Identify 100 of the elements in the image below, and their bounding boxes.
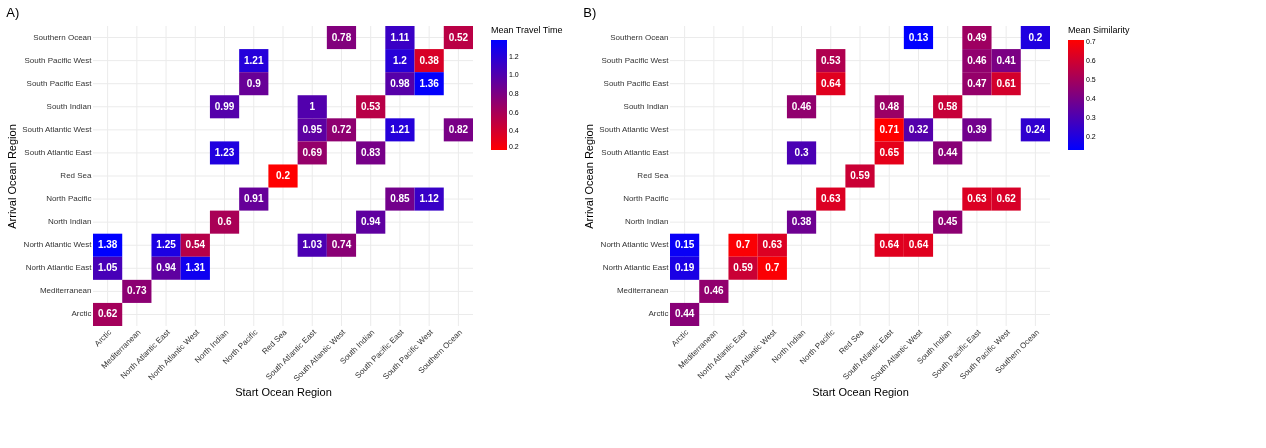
y-tick-label: North Atlantic West [23, 240, 93, 250]
data-label: 0.99 [214, 100, 235, 112]
data-label: 0.58 [937, 100, 958, 112]
x-axis-title: Start Ocean Region [235, 386, 332, 399]
y-tick-label: Southern Ocean [610, 32, 669, 42]
y-axis-title: Arrival Ocean Region [5, 124, 18, 229]
data-label: 0.46 [704, 285, 725, 297]
data-label: 0.32 [908, 123, 929, 135]
y-tick-label: Arctic [71, 309, 92, 319]
y-tick-label: North Atlantic East [25, 263, 93, 273]
y-tick-label: South Atlantic West [599, 124, 670, 134]
data-label: 0.63 [762, 239, 783, 251]
data-label: 0.85 [390, 193, 411, 205]
legend-title: Mean Similarity [1068, 25, 1131, 35]
y-tick-label: Arctic [648, 309, 669, 319]
data-label: 0.65 [879, 146, 900, 158]
y-tick-label: North Pacific [46, 194, 92, 204]
data-label: 0.95 [302, 123, 323, 135]
data-label: 1.21 [244, 54, 264, 66]
data-label: 1.38 [97, 239, 118, 251]
data-label: 1.05 [97, 262, 118, 274]
data-label: 0.74 [331, 239, 352, 251]
data-label: 0.64 [879, 239, 900, 251]
data-label: 0.62 [996, 193, 1017, 205]
y-tick-label: Red Sea [60, 171, 93, 180]
data-label: 1.36 [419, 77, 440, 89]
data-label: 0.39 [967, 123, 988, 135]
data-label: 0.53 [821, 54, 841, 66]
data-label: 0.69 [302, 146, 323, 158]
data-label: 0.98 [390, 77, 411, 89]
data-label: 0.6 [217, 216, 232, 228]
data-label: 0.15 [674, 239, 695, 251]
data-label: 0.7 [765, 262, 780, 274]
y-tick-label: South Atlantic East [601, 147, 670, 157]
data-label: 0.82 [448, 123, 469, 135]
data-label: 1 [309, 100, 316, 112]
y-tick-label: Mediterranean [616, 286, 669, 296]
legend-title: Mean Travel Time [491, 25, 563, 35]
data-label: 0.44 [674, 308, 695, 320]
data-label: 0.59 [850, 170, 871, 181]
chart-title: A) [6, 4, 20, 20]
data-label: 0.61 [996, 77, 1017, 89]
data-label: 0.44 [937, 146, 958, 158]
data-label: 0.94 [360, 216, 381, 228]
data-label: 0.46 [791, 100, 812, 112]
data-label: 0.54 [185, 239, 206, 251]
y-tick-label: South Pacific East [603, 78, 670, 88]
data-label: 0.48 [879, 100, 900, 112]
data-label: 0.49 [967, 31, 988, 43]
data-label: 0.52 [448, 31, 469, 43]
data-label: 1.21 [390, 123, 411, 135]
data-label: 0.63 [821, 193, 841, 205]
chart-title: B) [583, 4, 597, 20]
data-label: 1.11 [390, 31, 410, 43]
y-tick-label: South Atlantic East [24, 147, 93, 157]
y-tick-label: Mediterranean [39, 286, 92, 296]
data-label: 1.23 [214, 146, 235, 158]
data-label: 0.7 [736, 239, 751, 251]
y-tick-label: South Atlantic West [22, 124, 93, 134]
data-label: 0.3 [794, 146, 809, 158]
data-label: 0.2 [276, 170, 291, 181]
data-label: 0.46 [967, 54, 988, 66]
y-tick-label: North Indian [47, 217, 92, 227]
data-label: 0.73 [127, 285, 148, 297]
data-label: 0.53 [360, 100, 381, 112]
y-tick-label: South Indian [46, 101, 92, 111]
x-axis-title: Start Ocean Region [812, 386, 909, 399]
data-label: 1.31 [185, 262, 206, 274]
data-label: 0.2 [1028, 31, 1043, 43]
y-tick-label: North Indian [624, 217, 669, 227]
y-tick-label: North Pacific [623, 194, 669, 204]
data-label: 0.72 [331, 123, 352, 135]
data-label: 0.62 [97, 308, 118, 320]
data-label: 1.25 [156, 239, 177, 251]
data-label: 0.13 [908, 31, 929, 43]
data-label: 0.41 [996, 54, 1017, 66]
data-label: 0.24 [1025, 123, 1046, 135]
data-label: 0.64 [821, 77, 841, 89]
y-tick-label: Southern Ocean [33, 32, 92, 42]
data-label: 0.59 [733, 262, 754, 274]
data-label: 0.64 [908, 239, 929, 251]
data-label: 0.83 [360, 146, 381, 158]
data-label: 0.94 [156, 262, 177, 274]
data-label: 0.19 [674, 262, 695, 274]
y-tick-label: Red Sea [637, 171, 670, 180]
data-label: 0.47 [967, 77, 988, 89]
y-axis-title: Arrival Ocean Region [582, 124, 595, 229]
data-label: 0.71 [879, 123, 900, 135]
data-label: 0.91 [244, 193, 264, 205]
y-tick-label: South Pacific West [24, 55, 93, 65]
data-label: 0.38 [791, 216, 812, 228]
y-tick-label: South Indian [623, 101, 669, 111]
y-tick-label: South Pacific West [601, 55, 670, 65]
data-label: 0.45 [937, 216, 958, 228]
data-label: 0.78 [331, 31, 352, 43]
data-label: 0.63 [967, 193, 988, 205]
data-label: 0.38 [419, 54, 440, 66]
y-tick-label: South Pacific East [26, 78, 93, 88]
data-label: 1.12 [419, 193, 440, 205]
data-label: 0.9 [246, 77, 262, 89]
